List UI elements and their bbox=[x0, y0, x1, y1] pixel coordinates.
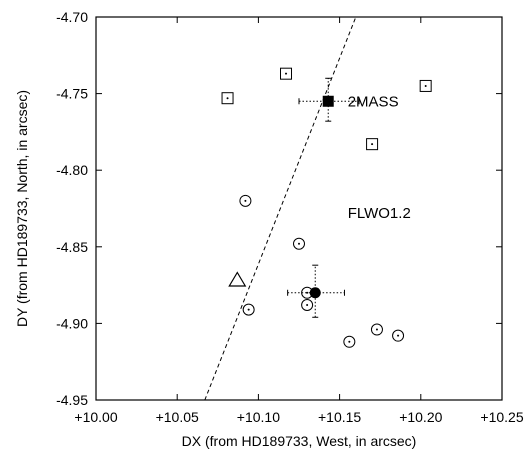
x-tick-label: +10.10 bbox=[237, 409, 280, 425]
annotation-label: FLWO1.2 bbox=[348, 205, 411, 222]
marker-dot bbox=[285, 72, 288, 75]
marker-dot bbox=[298, 242, 300, 245]
marker-dot bbox=[424, 84, 427, 87]
y-tick-label: -4.80 bbox=[56, 162, 88, 178]
data-points bbox=[221, 67, 432, 348]
x-tick-label: +10.00 bbox=[74, 409, 117, 425]
marker-dot bbox=[306, 304, 309, 307]
x-tick-label: +10.15 bbox=[318, 409, 361, 425]
marker-dot bbox=[348, 340, 351, 343]
marker-dot bbox=[397, 334, 400, 337]
marker-dot bbox=[226, 97, 229, 100]
annotation-label: 2MASS bbox=[348, 93, 399, 110]
y-axis-label: DY (from HD189733, North, in arcsec) bbox=[14, 90, 30, 327]
x-tick-label: +10.05 bbox=[156, 409, 199, 425]
open-triangle-marker bbox=[228, 271, 247, 287]
x-axis-label: DX (from HD189733, West, in arcsec) bbox=[182, 433, 417, 449]
y-tick-label: -4.85 bbox=[56, 239, 88, 255]
marker-dot bbox=[375, 328, 378, 331]
y-tick-label: -4.95 bbox=[56, 392, 88, 408]
plot-frame bbox=[95, 16, 503, 401]
annotations: 2MASS FLWO1.2 bbox=[348, 93, 411, 222]
marker-dot bbox=[244, 199, 247, 202]
fit-line bbox=[204, 16, 357, 401]
marker-dot bbox=[371, 143, 374, 146]
x-tick-label: +10.20 bbox=[399, 409, 442, 425]
y-tick-label: -4.70 bbox=[56, 9, 88, 25]
filled-square-marker bbox=[322, 95, 334, 107]
axis-ticks: +10.00 +10.05 +10.10 +10.15 +10.20 +10.25 -4.9… bbox=[56, 9, 524, 425]
x-tick-label: +10.25 bbox=[480, 409, 523, 425]
y-tick-label: -4.90 bbox=[56, 315, 88, 331]
dashed-fit-line bbox=[204, 16, 357, 401]
y-tick-label: -4.75 bbox=[56, 86, 88, 102]
filled-circle-marker bbox=[309, 287, 321, 299]
marker-dot bbox=[247, 308, 250, 311]
